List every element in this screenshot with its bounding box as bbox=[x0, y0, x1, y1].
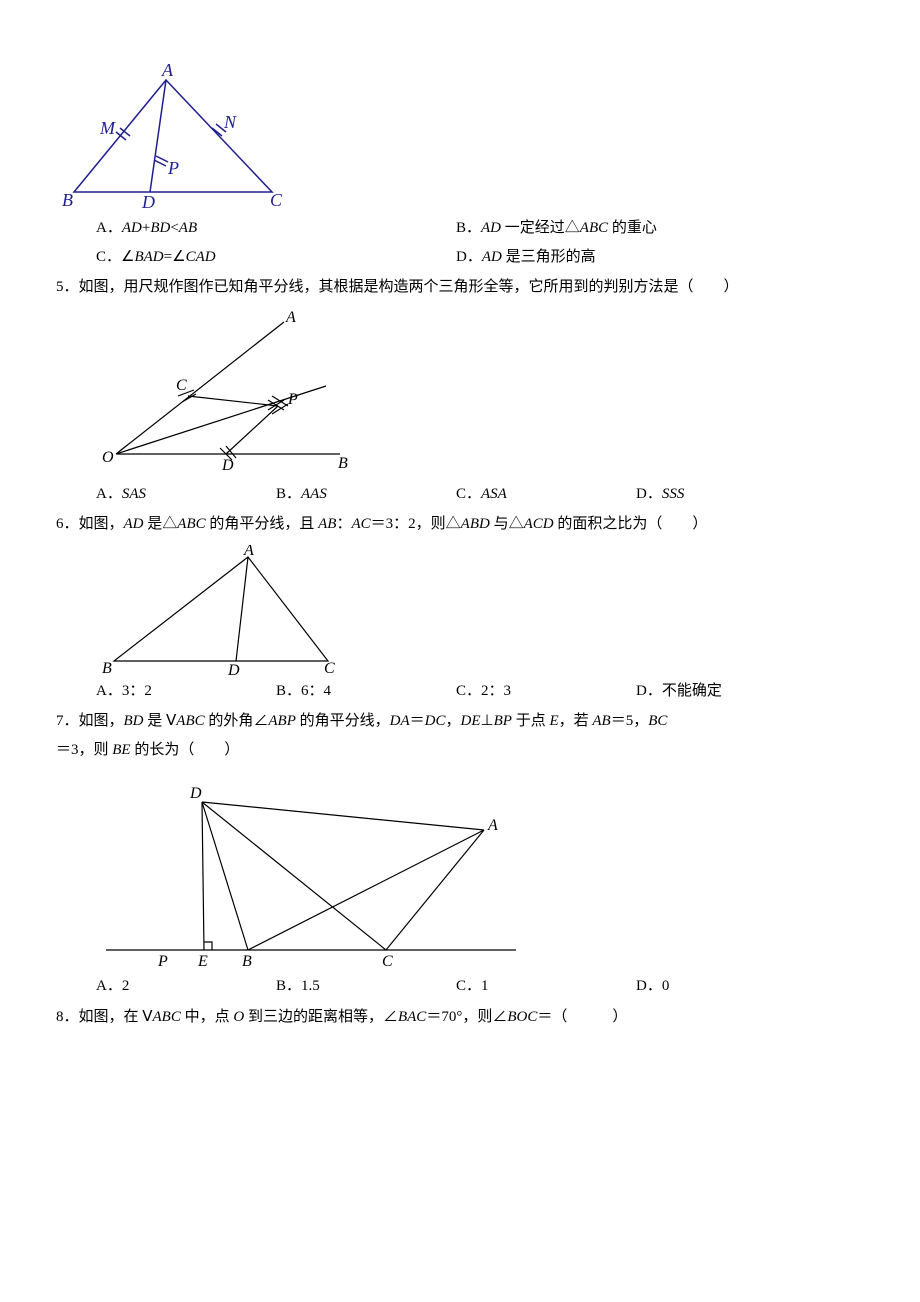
q6-option-c: C．2：3 bbox=[456, 677, 636, 706]
svg-text:B: B bbox=[62, 190, 73, 210]
q6-figure: A B C D bbox=[56, 545, 864, 675]
svg-text:B: B bbox=[242, 953, 252, 970]
q4-figure: A B C D M N P bbox=[56, 62, 864, 212]
q7-figure: P E B C D A bbox=[56, 770, 864, 970]
q5-option-c: C．ASA bbox=[456, 480, 636, 509]
svg-text:N: N bbox=[223, 112, 237, 132]
svg-text:P: P bbox=[167, 158, 179, 178]
svg-text:M: M bbox=[99, 118, 116, 138]
q7-option-d: D．0 bbox=[636, 972, 816, 1001]
svg-text:B: B bbox=[102, 660, 112, 675]
svg-text:D: D bbox=[141, 192, 155, 212]
q5-options: A．SAS B．AAS C．ASA D．SSS bbox=[56, 480, 864, 509]
q7-stem-2: ＝3，则 BE 的长为（ ） bbox=[56, 736, 864, 765]
q4-svg: A B C D M N P bbox=[56, 62, 286, 212]
q8-stem: 8．如图，在 ⅤABC 中，点 O 到三边的距离相等，∠BAC＝70°，则∠BO… bbox=[56, 1003, 864, 1032]
q6-option-d: D．不能确定 bbox=[636, 677, 816, 706]
q5-figure: O A B C D P bbox=[56, 308, 864, 478]
svg-text:D: D bbox=[221, 457, 234, 474]
q5-option-d: D．SSS bbox=[636, 480, 816, 509]
svg-text:A: A bbox=[487, 817, 498, 834]
q5-svg: O A B C D P bbox=[96, 308, 356, 478]
q4-option-c: C．∠BAD=∠CAD bbox=[96, 243, 456, 272]
q6-option-b: B．6：4 bbox=[276, 677, 456, 706]
svg-text:C: C bbox=[324, 660, 335, 675]
svg-text:O: O bbox=[102, 449, 114, 466]
svg-text:C: C bbox=[176, 377, 187, 394]
q5-stem: 5．如图，用尺规作图作已知角平分线，其根据是构造两个三角形全等，它所用到的判别方… bbox=[56, 273, 864, 302]
svg-text:D: D bbox=[227, 662, 240, 675]
svg-text:B: B bbox=[338, 455, 348, 472]
q7-option-c: C．1 bbox=[456, 972, 636, 1001]
svg-text:E: E bbox=[197, 953, 208, 970]
svg-text:P: P bbox=[157, 953, 168, 970]
q7-stem-1: 7．如图，BD 是 ⅤABC 的外角∠ABP 的角平分线，DA＝DC，DE⊥BP… bbox=[56, 707, 864, 736]
q7-option-b: B．1.5 bbox=[276, 972, 456, 1001]
q6-svg: A B C D bbox=[96, 545, 356, 675]
q6-option-a: A．3：2 bbox=[96, 677, 276, 706]
q4-option-d: D．AD 是三角形的高 bbox=[456, 243, 816, 272]
q7-options: A．2 B．1.5 C．1 D．0 bbox=[56, 972, 864, 1001]
svg-text:D: D bbox=[189, 785, 202, 802]
q5-option-a: A．SAS bbox=[96, 480, 276, 509]
q5-option-b: B．AAS bbox=[276, 480, 456, 509]
svg-text:C: C bbox=[270, 190, 283, 210]
q4-option-a: A．AD+BD<AB bbox=[96, 214, 456, 243]
q4-option-b: B．AD 一定经过△ABC 的重心 bbox=[456, 214, 816, 243]
q6-stem: 6．如图，AD 是△ABC 的角平分线，且 AB：AC＝3：2，则△ABD 与△… bbox=[56, 510, 864, 539]
q4-options-row1: A．AD+BD<AB B．AD 一定经过△ABC 的重心 bbox=[56, 214, 864, 243]
q6-options: A．3：2 B．6：4 C．2：3 D．不能确定 bbox=[56, 677, 864, 706]
q4-options-row2: C．∠BAD=∠CAD D．AD 是三角形的高 bbox=[56, 243, 864, 272]
svg-text:A: A bbox=[243, 545, 254, 559]
svg-text:C: C bbox=[382, 953, 393, 970]
q7-svg: P E B C D A bbox=[96, 770, 526, 970]
svg-text:A: A bbox=[285, 309, 296, 326]
q7-option-a: A．2 bbox=[96, 972, 276, 1001]
svg-text:A: A bbox=[161, 62, 174, 80]
svg-text:P: P bbox=[287, 391, 298, 408]
